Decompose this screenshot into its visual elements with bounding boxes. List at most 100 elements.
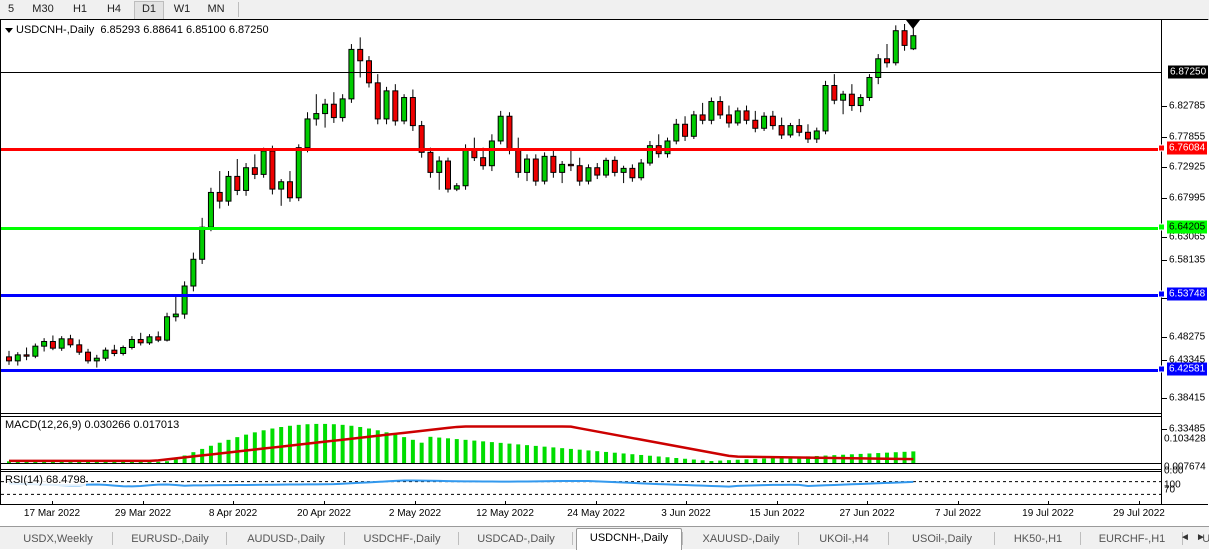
price-tag-blue[interactable]: 6.53748 xyxy=(1167,287,1208,301)
chart-tab-bar[interactable]: USDX,Weekly EURUSD-,Daily AUDUSD-,Daily USD… xyxy=(0,526,1209,550)
pane-divider-1 xyxy=(1,413,1161,414)
price-tick xyxy=(1162,298,1167,299)
date-axis-label: 7 Jul 2022 xyxy=(934,508,982,519)
chart-area[interactable]: USDCNH-,Daily 6.85293 6.88641 6.85100 6.… xyxy=(0,19,1209,520)
chart-tab-hk50--h1[interactable]: HK50-,H1 xyxy=(1013,533,1063,545)
tab-separator xyxy=(458,532,459,545)
date-tick xyxy=(52,501,53,505)
date-axis-label: 17 Mar 2022 xyxy=(23,508,81,519)
tab-separator xyxy=(888,532,889,545)
price-tick xyxy=(1162,237,1167,238)
ohlc-open: 6.85293 xyxy=(100,24,141,36)
date-tick xyxy=(1139,501,1140,505)
timeframe-button-h4[interactable]: H4 xyxy=(106,3,122,15)
level-handle[interactable] xyxy=(1158,365,1165,373)
price-tick-label: 6.72925 xyxy=(1169,161,1206,173)
level-handle[interactable] xyxy=(1158,223,1165,231)
macd-pane[interactable]: MACD(12,26,9) 0.030266 0.017013 xyxy=(1,416,1161,469)
price-pane[interactable]: USDCNH-,Daily 6.85293 6.88641 6.85100 6.… xyxy=(1,20,1161,413)
tab-separator xyxy=(798,532,799,545)
macd-scale-label: 0.00 xyxy=(1164,465,1184,477)
price-tick xyxy=(1162,337,1167,338)
ohlc-low: 6.85100 xyxy=(186,24,226,36)
tab-scroll-right-arrow[interactable]: ► xyxy=(1196,532,1206,543)
chart-tab-usoil--daily[interactable]: USOil-,Daily xyxy=(912,533,972,545)
date-axis-label: 2 May 2022 xyxy=(388,508,442,519)
date-tick xyxy=(686,501,687,505)
rsi-series xyxy=(1,479,1161,495)
price-tick-label: 6.63065 xyxy=(1169,231,1206,243)
tab-separator xyxy=(1080,532,1081,545)
chart-tab-xauusd--daily[interactable]: XAUUSD-,Daily xyxy=(702,533,780,545)
chart-tab-eurchf--h1[interactable]: EURCHF-,H1 xyxy=(1098,533,1166,545)
price-tick xyxy=(1162,360,1167,361)
date-tick xyxy=(1048,501,1049,505)
price-tick xyxy=(1162,106,1167,107)
chart-tab-usdcad--daily[interactable]: USDCAD-,Daily xyxy=(477,533,555,545)
price-tick-label: 6.48275 xyxy=(1169,331,1206,343)
chart-tab-eurusd--daily[interactable]: EURUSD-,Daily xyxy=(131,533,209,545)
toolbar-separator xyxy=(238,2,239,17)
price-tick xyxy=(1162,198,1167,199)
price-tag-last[interactable]: 6.87250 xyxy=(1168,65,1209,79)
chart-tab-audusd--daily[interactable]: AUDUSD-,Daily xyxy=(247,533,325,545)
tab-scroll-left-arrow[interactable]: ◄ xyxy=(1180,532,1190,543)
level-handle[interactable] xyxy=(1158,290,1165,298)
date-tick xyxy=(596,501,597,505)
chart-tab-usdx-weekly[interactable]: USDX,Weekly xyxy=(23,533,93,545)
price-tag-red[interactable]: 6.76084 xyxy=(1167,141,1208,155)
rsi-header: RSI(14) 68.4798 xyxy=(5,474,86,486)
price-tick xyxy=(1162,167,1167,168)
support-line-blue-1[interactable] xyxy=(1,294,1161,297)
timeframe-button-5[interactable]: 5 xyxy=(7,3,15,15)
price-scale[interactable]: 6.82785 6.77855 6.72925 6.67995 6.63065 6.581… xyxy=(1158,20,1209,520)
date-axis-label: 15 Jun 2022 xyxy=(749,508,805,519)
support-line-green[interactable] xyxy=(1,227,1161,230)
date-axis-label: 8 Apr 2022 xyxy=(208,508,258,519)
timeframe-button-m30[interactable]: M30 xyxy=(32,3,54,15)
tab-separator xyxy=(226,532,227,545)
level-handle[interactable] xyxy=(1158,144,1165,152)
rsi-pane[interactable]: RSI(14) 68.4798 xyxy=(1,471,1161,504)
date-axis-label: 3 Jun 2022 xyxy=(661,508,711,519)
macd-scale-label: 0.103428 xyxy=(1164,433,1206,445)
date-tick xyxy=(143,501,144,505)
price-tag-green[interactable]: 6.64205 xyxy=(1167,220,1208,234)
macd-series xyxy=(1,423,1161,464)
date-tick xyxy=(505,501,506,505)
timeframe-button-mn[interactable]: MN xyxy=(207,3,225,15)
timeframe-button-w1[interactable]: W1 xyxy=(173,3,191,15)
resistance-line-red[interactable] xyxy=(1,148,1161,151)
date-axis-label: 24 May 2022 xyxy=(567,508,625,519)
timeframe-button-h1[interactable]: H1 xyxy=(72,3,88,15)
symbol-label: USDCNH-,Daily xyxy=(16,24,95,36)
last-price-line[interactable] xyxy=(1,72,1161,73)
price-tag-blue[interactable]: 6.42581 xyxy=(1167,362,1208,376)
chart-tab-ukoil--h4[interactable]: UKOil-,H4 xyxy=(819,533,869,545)
ohlc-close: 6.87250 xyxy=(228,24,269,36)
timeframe-button-d1[interactable]: D1 xyxy=(134,1,164,20)
date-axis: 17 Mar 2022 29 Mar 2022 8 Apr 2022 20 Apr 2… xyxy=(0,501,1208,525)
price-tick-label: 6.82785 xyxy=(1169,100,1206,112)
price-tick-label: 6.58135 xyxy=(1169,254,1206,266)
chart-tab-usdchf--daily[interactable]: USDCHF-,Daily xyxy=(363,533,441,545)
chart-tab-usoil--h4[interactable]: USOil-,H4 xyxy=(1202,533,1209,545)
rsi-scale-label: 100 xyxy=(1164,479,1181,491)
date-axis-label: 29 Jul 2022 xyxy=(1113,508,1165,519)
candlestick-series xyxy=(6,24,917,368)
tab-separator xyxy=(994,532,995,545)
price-tick xyxy=(1162,260,1167,261)
macd-header: MACD(12,26,9) 0.030266 0.017013 xyxy=(5,419,180,431)
tab-separator xyxy=(112,532,113,545)
date-tick xyxy=(415,501,416,505)
price-tick-label: 6.67995 xyxy=(1169,192,1206,204)
date-axis-label: 29 Mar 2022 xyxy=(114,508,172,519)
date-axis-label: 12 May 2022 xyxy=(476,508,534,519)
price-tick-label: 6.43345 xyxy=(1169,354,1206,366)
collapse-arrow-icon[interactable] xyxy=(5,27,13,33)
support-line-blue-2[interactable] xyxy=(1,369,1161,372)
chart-tab-usdcnh--daily[interactable]: USDCNH-,Daily xyxy=(576,528,682,550)
date-tick xyxy=(233,501,234,505)
tab-separator xyxy=(344,532,345,545)
